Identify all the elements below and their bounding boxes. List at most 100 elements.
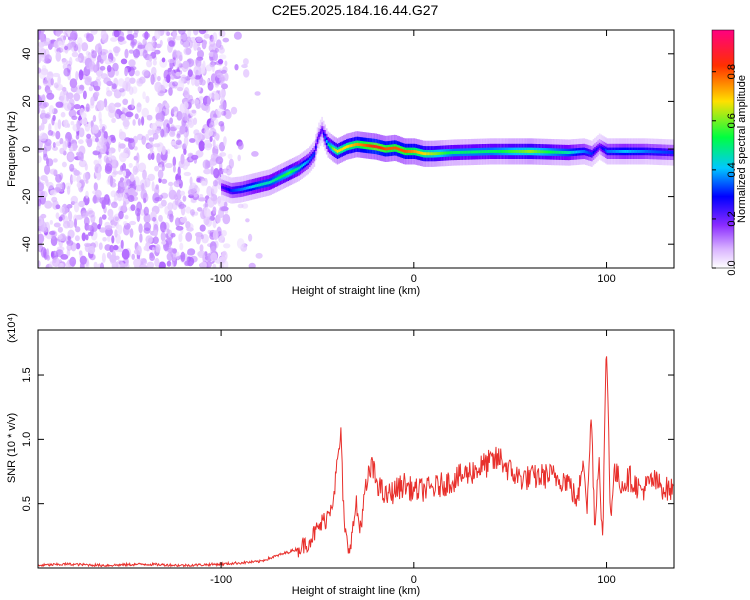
noise-blob: [104, 163, 113, 172]
noise-blob: [97, 166, 101, 178]
noise-blob: [99, 227, 107, 233]
noise-blob: [101, 214, 107, 220]
noise-blob: [118, 210, 124, 220]
noise-blob: [145, 43, 153, 52]
noise-blob: [216, 39, 222, 49]
ridge-cell: [443, 151, 445, 155]
noise-blob: [172, 156, 177, 167]
ridge-cell: [299, 165, 302, 169]
ridge-cell: [521, 150, 524, 153]
ridge-cell: [461, 150, 464, 154]
noise-blob: [103, 131, 108, 140]
noise-blob: [38, 105, 41, 114]
y-tick-label: 40: [21, 48, 33, 60]
noise-blob: [143, 213, 151, 224]
noise-blob: [237, 154, 241, 162]
noise-blob: [195, 103, 201, 109]
x-tick-label: -100: [210, 574, 232, 586]
ridge-cell: [415, 150, 417, 154]
noise-blob: [183, 171, 191, 177]
ridge-cell: [407, 150, 410, 153]
noise-blob: [133, 249, 140, 255]
ridge-cell: [566, 151, 569, 154]
ridge-cell: [452, 151, 454, 154]
noise-blob: [44, 54, 52, 64]
ridge-cell: [572, 150, 575, 154]
ridge-cell: [477, 150, 479, 154]
noise-blob: [76, 182, 82, 188]
noise-blob: [214, 47, 219, 53]
noise-blob: [145, 133, 150, 141]
ridge-cell: [534, 150, 536, 153]
noise-blob: [132, 165, 138, 175]
ridge-cell: [494, 150, 496, 153]
noise-blob: [183, 90, 189, 96]
noise-blob: [118, 131, 127, 140]
noise-blob: [112, 62, 119, 72]
snr-y-axis: 0.5 1.0 1.5: [21, 367, 674, 511]
ridge-cell: [592, 150, 595, 154]
ridge-cell: [424, 152, 427, 156]
colorbar-ticks: 0.0 0.2 0.4 0.6 0.8: [712, 64, 738, 276]
colorbar-gradient: [711, 29, 735, 269]
noise-blob: [139, 264, 148, 268]
noise-blob: [68, 38, 77, 47]
ridge-cell: [518, 150, 521, 153]
noise-blob: [38, 176, 41, 184]
noise-blob: [96, 100, 105, 111]
ridge-cell: [492, 150, 495, 153]
noise-blob: [125, 111, 134, 118]
noise-blob: [105, 227, 113, 237]
noise-blob: [185, 232, 193, 242]
ridge-cell: [654, 150, 656, 154]
noise-blob: [44, 164, 51, 175]
noise-blob: [128, 163, 133, 168]
ridge-cell: [615, 150, 618, 153]
noise-blob: [59, 137, 64, 145]
noise-blob: [197, 86, 201, 92]
noise-blob: [172, 81, 178, 87]
noise-blob: [101, 252, 106, 263]
y-tick-label: -40: [21, 236, 33, 252]
noise-blob: [165, 107, 170, 116]
ridge-cell: [344, 146, 346, 149]
ridge-cell: [489, 150, 491, 153]
noise-blob: [46, 92, 55, 100]
noise-blob: [134, 70, 140, 77]
noise-blob: [78, 200, 85, 208]
noise-blob: [158, 214, 163, 222]
noise-blob: [75, 70, 79, 81]
ridge-cell: [429, 152, 431, 156]
noise-blob: [64, 138, 69, 148]
noise-blob: [152, 132, 159, 140]
noise-blob: [193, 30, 199, 36]
noise-blob: [248, 262, 256, 268]
ridge-cell: [293, 168, 296, 172]
ridge-cell: [298, 166, 300, 170]
noise-blob: [42, 101, 49, 108]
noise-blob: [57, 237, 62, 246]
noise-blob: [86, 133, 92, 139]
noise-blob: [166, 228, 170, 235]
noise-blob: [131, 98, 135, 109]
noise-blob: [164, 162, 173, 169]
ridge-cell: [272, 179, 274, 183]
noise-blob: [133, 146, 138, 151]
noise-blob: [200, 180, 207, 187]
noise-blob: [73, 201, 80, 213]
noise-blob: [203, 33, 210, 39]
noise-blob: [180, 112, 188, 121]
noise-blob: [145, 95, 150, 104]
noise-blob: [168, 181, 174, 187]
noise-blob: [122, 263, 130, 268]
ridge-cell: [376, 145, 379, 149]
noise-blob: [71, 175, 77, 182]
ridge-cell: [575, 150, 578, 154]
noise-blob: [143, 206, 149, 216]
noise-blob: [154, 49, 161, 55]
noise-blob: [48, 105, 55, 115]
noise-blob: [119, 88, 125, 93]
ridge-cell: [467, 150, 470, 154]
noise-blob: [165, 102, 170, 109]
noise-blob: [212, 206, 217, 215]
